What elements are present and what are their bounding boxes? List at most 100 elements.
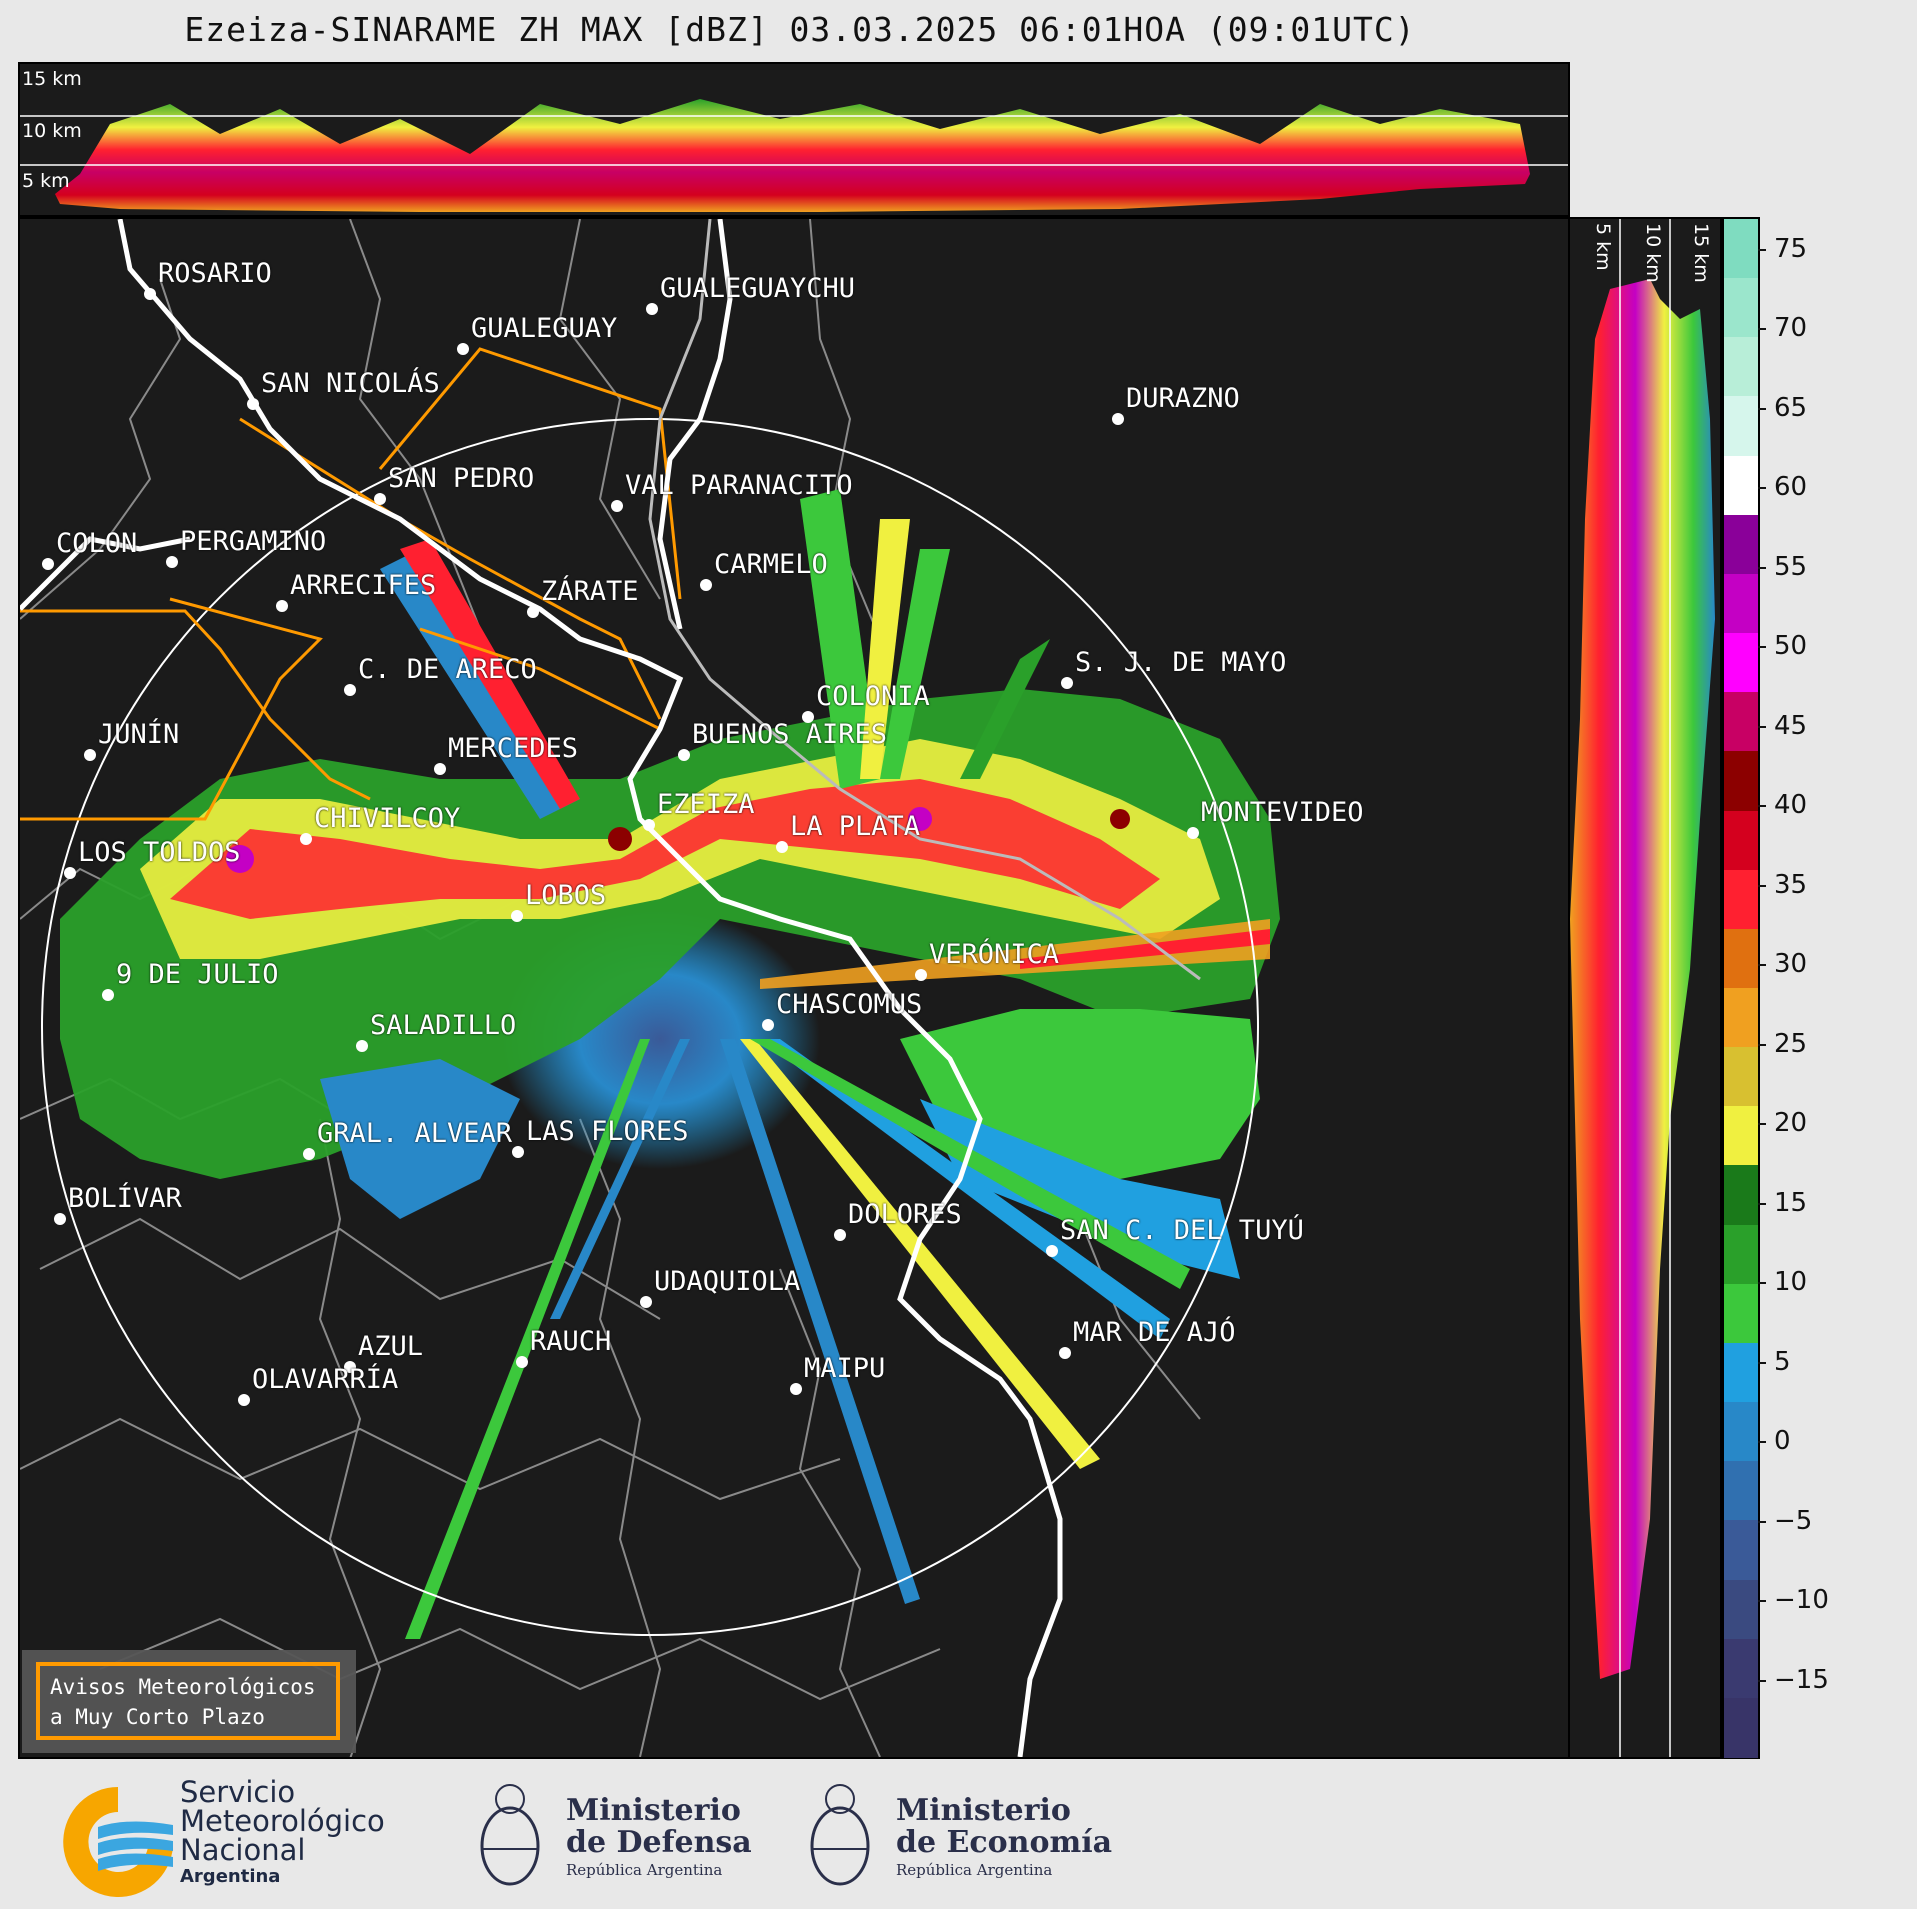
economia-line-2: de Economía bbox=[896, 1825, 1113, 1860]
colorbar-segment bbox=[1724, 337, 1758, 398]
defensa-line-2: de Defensa bbox=[566, 1825, 752, 1860]
map-title: Ezeiza-SINARAME ZH MAX [dBZ] 03.03.2025 … bbox=[184, 10, 1416, 49]
city-dot bbox=[247, 398, 259, 410]
city-label: LOBOS bbox=[525, 880, 607, 911]
city-label: GUALEGUAYCHU bbox=[660, 273, 856, 304]
argentina-coat-of-arms-icon bbox=[480, 1784, 540, 1886]
colorbar-tick-label: 45 bbox=[1757, 711, 1807, 741]
height-label-15: 15 km bbox=[22, 68, 82, 90]
colorbar-ticks: 75 70 65 60 55 50 45 40 35 30 25 20 15 10 5 0 −5 −10 −15 bbox=[1757, 217, 1860, 1759]
city-dot bbox=[344, 1361, 356, 1373]
city-dot bbox=[762, 1019, 774, 1031]
city-dot bbox=[374, 493, 386, 505]
colorbar-segment bbox=[1724, 396, 1758, 457]
city-label: DOLORES bbox=[848, 1199, 962, 1230]
radar-ppi-map: ROSARIO GUALEGUAYCHU GUALEGUAY SAN NICOLÁS D… bbox=[18, 217, 1570, 1759]
city-label: EZEIZA bbox=[657, 789, 755, 820]
city-label: C. DE ARECO bbox=[358, 654, 537, 685]
colorbar-tick-label: −5 bbox=[1757, 1506, 1812, 1536]
colorbar-segment bbox=[1724, 1579, 1758, 1640]
colorbar-tick-label: 55 bbox=[1757, 552, 1807, 582]
colorbar-tick-label: 50 bbox=[1757, 631, 1807, 661]
smn-line-2: Meteorológico bbox=[180, 1804, 385, 1838]
city-dot bbox=[238, 1394, 250, 1406]
city-dot bbox=[611, 500, 623, 512]
colorbar-segment bbox=[1724, 514, 1758, 575]
colorbar-segment bbox=[1724, 219, 1758, 280]
city-dot bbox=[790, 1383, 802, 1395]
city-label: ROSARIO bbox=[158, 258, 272, 289]
city-dot bbox=[802, 711, 814, 723]
smn-wordmark: Servicio Meteorológico Nacional Argentin… bbox=[180, 1778, 385, 1889]
city-label: SAN PEDRO bbox=[388, 463, 535, 494]
right-height-label-10: 10 km bbox=[1642, 223, 1664, 283]
colorbar-segment bbox=[1724, 1106, 1758, 1167]
city-dot bbox=[1112, 413, 1124, 425]
radar-map-svg bbox=[20, 219, 1280, 1757]
smn-line-4: Argentina bbox=[180, 1866, 281, 1887]
city-label: CHIVILCOY bbox=[314, 803, 461, 834]
colorbar-segment bbox=[1724, 1697, 1758, 1758]
colorbar-segment bbox=[1724, 692, 1758, 753]
city-dot bbox=[1059, 1347, 1071, 1359]
colorbar-tick-label: 65 bbox=[1757, 393, 1807, 423]
city-dot bbox=[1061, 677, 1073, 689]
colorbar-segment bbox=[1724, 1638, 1758, 1699]
colorbar-tick-label: −15 bbox=[1758, 1665, 1829, 1695]
city-dot bbox=[300, 833, 312, 845]
colorbar-tick-label: 15 bbox=[1757, 1188, 1807, 1218]
city-dot bbox=[511, 910, 523, 922]
city-dot bbox=[303, 1148, 315, 1160]
city-dot bbox=[915, 969, 927, 981]
colorbar-tick-label: 40 bbox=[1757, 790, 1807, 820]
city-dot bbox=[276, 600, 288, 612]
colorbar bbox=[1722, 217, 1760, 1759]
city-dot bbox=[700, 579, 712, 591]
city-label: AZUL bbox=[358, 1331, 424, 1362]
ministerio-economia: Ministerio de Economía República Argenti… bbox=[896, 1795, 1112, 1881]
rivers bbox=[648, 219, 1201, 981]
city-label: ARRECIFES bbox=[290, 570, 437, 601]
defensa-line-1: Ministerio bbox=[566, 1793, 741, 1828]
smn-line-3: Nacional bbox=[180, 1833, 306, 1867]
city-label: GRAL. ALVEAR bbox=[317, 1118, 513, 1149]
colorbar-segment bbox=[1724, 633, 1758, 694]
city-dot bbox=[42, 558, 54, 570]
colorbar-tick-label: 0 bbox=[1758, 1426, 1791, 1456]
city-dot bbox=[434, 763, 446, 775]
colorbar-segment bbox=[1724, 1342, 1758, 1404]
city-label: JUNÍN bbox=[98, 719, 180, 750]
city-label: VERÓNICA bbox=[929, 939, 1060, 970]
city-label: OLAVARRÍA bbox=[252, 1364, 399, 1395]
colorbar-segment bbox=[1724, 1402, 1758, 1463]
economia-line-3: República Argentina bbox=[896, 1861, 1053, 1879]
radar-echoes bbox=[60, 489, 1280, 1639]
city-dot bbox=[1187, 827, 1199, 839]
city-dot bbox=[1046, 1245, 1058, 1257]
colorbar-tick-label: 35 bbox=[1757, 870, 1807, 900]
city-dot bbox=[457, 343, 469, 355]
right-cross-section: 5 km 10 km 15 km bbox=[1570, 217, 1722, 1759]
range-ring bbox=[41, 418, 1259, 1636]
colorbar-segment bbox=[1724, 1283, 1758, 1344]
colorbar-tick-label: −10 bbox=[1758, 1585, 1829, 1615]
city-label: MERCEDES bbox=[448, 733, 579, 764]
city-dot bbox=[54, 1213, 66, 1225]
city-label: S. J. DE MAYO bbox=[1075, 647, 1287, 678]
colorbar-segment bbox=[1724, 573, 1758, 635]
colorbar-segment bbox=[1724, 1224, 1758, 1285]
colorbar-segment bbox=[1724, 928, 1758, 989]
colorbar-tick-label: 30 bbox=[1757, 949, 1807, 979]
city-dot bbox=[512, 1146, 524, 1158]
city-dot bbox=[834, 1229, 846, 1241]
city-dot bbox=[643, 819, 655, 831]
warning-legend[interactable]: Avisos Meteorológicos a Muy Corto Plazo bbox=[36, 1662, 340, 1740]
city-label: DURAZNO bbox=[1126, 383, 1240, 414]
colorbar-segment bbox=[1724, 988, 1758, 1049]
city-label: VAL PARANACITO bbox=[625, 470, 853, 501]
smn-line-1: Servicio bbox=[180, 1775, 296, 1809]
city-dot bbox=[527, 606, 539, 618]
city-dot bbox=[776, 841, 788, 853]
right-height-label-15: 15 km bbox=[1690, 223, 1712, 283]
city-dot bbox=[678, 749, 690, 761]
